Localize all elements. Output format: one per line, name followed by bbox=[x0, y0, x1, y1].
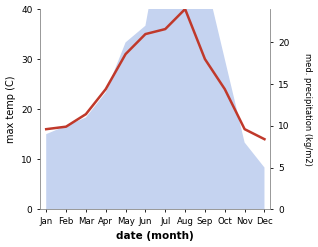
X-axis label: date (month): date (month) bbox=[116, 231, 194, 242]
Y-axis label: max temp (C): max temp (C) bbox=[5, 75, 16, 143]
Y-axis label: med. precipitation (kg/m2): med. precipitation (kg/m2) bbox=[303, 53, 313, 165]
